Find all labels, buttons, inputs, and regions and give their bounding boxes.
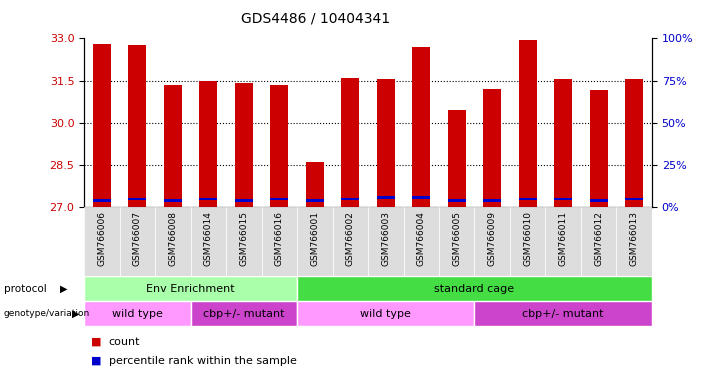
Text: standard cage: standard cage [435,284,515,294]
Bar [377,196,395,199]
Bar [191,301,297,326]
Text: protocol: protocol [4,284,46,294]
Text: GSM766013: GSM766013 [629,211,639,266]
Bar [484,199,501,202]
Bar [475,207,510,276]
Bar [164,85,182,207]
Bar [271,197,288,200]
Text: GSM766010: GSM766010 [523,211,532,266]
Text: ▶: ▶ [60,284,67,294]
Text: percentile rank within the sample: percentile rank within the sample [109,356,297,366]
Bar [581,207,616,276]
Text: GSM766005: GSM766005 [452,211,461,266]
Bar [484,89,501,207]
Bar [404,207,439,276]
Bar [616,207,652,276]
Bar [164,199,182,202]
Bar [271,85,288,207]
Bar [519,197,536,200]
Text: GSM766012: GSM766012 [594,211,603,266]
Bar [235,199,252,202]
Text: GSM766015: GSM766015 [239,211,248,266]
Bar [377,79,395,207]
Bar [545,207,581,276]
Bar [93,44,111,207]
Bar [625,197,643,200]
Bar [448,110,465,207]
Bar [120,207,155,276]
Text: GSM766014: GSM766014 [204,211,213,266]
Text: GSM766007: GSM766007 [133,211,142,266]
Text: GSM766001: GSM766001 [311,211,319,266]
Bar [84,301,191,326]
Bar [412,196,430,199]
Bar [191,207,226,276]
Bar [261,207,297,276]
Bar [306,162,324,207]
Bar [155,207,191,276]
Bar [341,78,359,207]
Text: GSM766008: GSM766008 [168,211,177,266]
Text: GDS4486 / 10404341: GDS4486 / 10404341 [241,12,390,25]
Text: wild type: wild type [360,309,411,319]
Bar [554,79,572,207]
Bar [519,40,536,207]
Bar [200,81,217,207]
Text: genotype/variation: genotype/variation [4,310,90,318]
Bar [448,199,465,202]
Text: ■: ■ [91,356,102,366]
Text: GSM766003: GSM766003 [381,211,390,266]
Text: GSM766004: GSM766004 [417,211,426,266]
Text: count: count [109,337,140,347]
Text: Env Enrichment: Env Enrichment [147,284,235,294]
Bar [412,47,430,207]
Text: cbp+/- mutant: cbp+/- mutant [203,309,285,319]
Text: cbp+/- mutant: cbp+/- mutant [522,309,604,319]
Text: GSM766016: GSM766016 [275,211,284,266]
Bar [84,276,297,301]
Bar [297,207,332,276]
Bar [128,45,147,207]
Bar [226,207,261,276]
Bar [554,197,572,200]
Bar [590,199,608,202]
Text: GSM766006: GSM766006 [97,211,107,266]
Bar [306,199,324,202]
Text: ▶: ▶ [72,309,80,319]
Text: GSM766011: GSM766011 [559,211,568,266]
Text: GSM766009: GSM766009 [488,211,497,266]
Bar [625,79,643,207]
Bar [590,91,608,207]
Bar [510,207,545,276]
Text: GSM766002: GSM766002 [346,211,355,266]
Text: ■: ■ [91,337,102,347]
Bar [297,276,652,301]
Bar [84,207,120,276]
Bar [439,207,475,276]
Bar [235,83,252,207]
Bar [332,207,368,276]
Bar [128,197,147,200]
Bar [297,301,475,326]
Bar [368,207,404,276]
Bar [341,197,359,200]
Bar [200,197,217,200]
Text: wild type: wild type [112,309,163,319]
Bar [93,199,111,202]
Bar [475,301,652,326]
